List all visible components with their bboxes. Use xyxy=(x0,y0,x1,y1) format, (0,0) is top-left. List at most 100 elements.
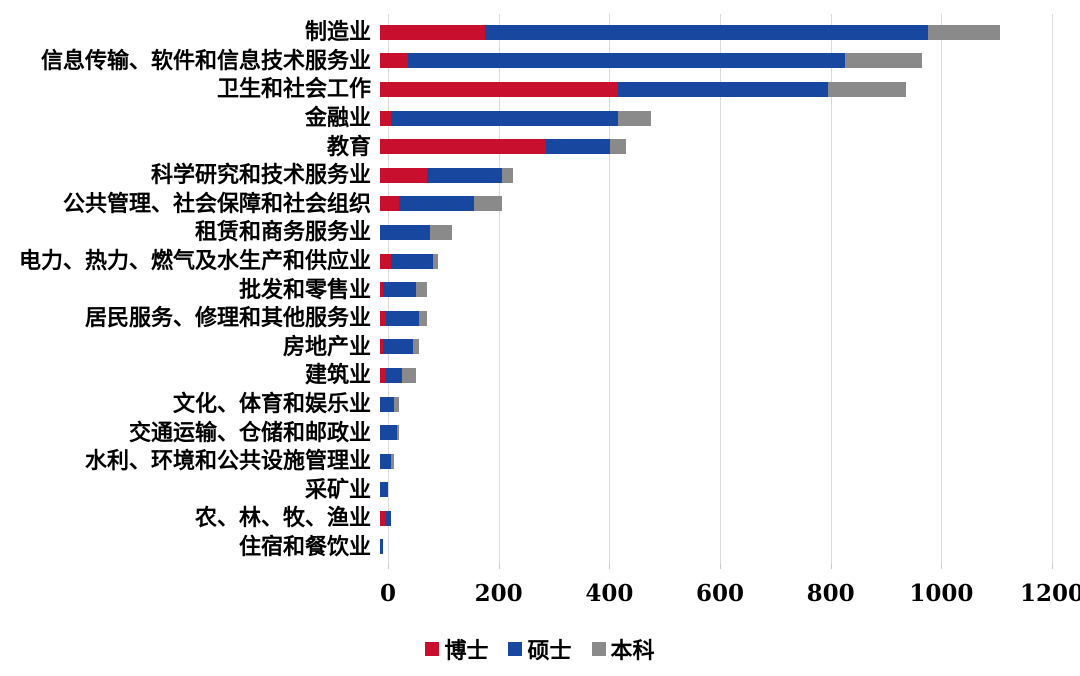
bar-segment-本科 xyxy=(609,139,627,155)
plot-area: 制造业 信息传输、软件和信息技术服务业 卫生和社会工作 金融业 教育 科学研究和技术服务业… xyxy=(0,18,1052,561)
category-label: 房地产业 xyxy=(282,333,371,360)
tickmark xyxy=(498,564,500,569)
bar-track xyxy=(380,510,1044,526)
bar-segment-博士 xyxy=(380,53,408,69)
chart-row: 水利、环境和公共设施管理业 xyxy=(0,447,1052,476)
gridline xyxy=(1052,14,1053,564)
chart-row: 卫生和社会工作 xyxy=(0,75,1052,104)
bar-segment-本科 xyxy=(391,453,394,469)
bar-segment-本科 xyxy=(402,367,416,383)
tickmark xyxy=(941,564,943,569)
bar-segment-硕士 xyxy=(380,396,394,412)
chart-row: 住宿和餐饮业 xyxy=(0,533,1052,562)
category-label: 信息传输、软件和信息技术服务业 xyxy=(40,47,371,74)
category-label: 制造业 xyxy=(304,19,371,46)
tickmark xyxy=(1052,564,1053,569)
bar-segment-本科 xyxy=(432,253,439,269)
bar-segment-硕士 xyxy=(407,53,845,69)
bar-segment-硕士 xyxy=(380,539,383,555)
category-label: 居民服务、修理和其他服务业 xyxy=(84,305,371,332)
bar-segment-博士 xyxy=(380,81,618,97)
category-label: 建筑业 xyxy=(304,362,371,389)
legend: 博士 硕士 本科 xyxy=(0,633,1080,665)
bar-segment-本科 xyxy=(927,24,1000,40)
bar-track xyxy=(380,425,1044,441)
chart-row: 农、林、牧、渔业 xyxy=(0,504,1052,533)
bar-track xyxy=(380,167,1044,183)
bar-track xyxy=(380,196,1044,212)
x-axis-tick-label: 400 xyxy=(585,580,634,607)
chart-row: 租赁和商务服务业 xyxy=(0,218,1052,247)
gridline xyxy=(830,14,832,564)
bar-segment-本科 xyxy=(828,81,906,97)
bar-segment-硕士 xyxy=(380,453,392,469)
category-label: 文化、体育和娱乐业 xyxy=(172,391,371,418)
bar-segment-硕士 xyxy=(382,282,416,298)
bar-segment-博士 xyxy=(380,24,486,40)
tickmark xyxy=(720,564,721,569)
chart-row: 制造业 xyxy=(0,18,1052,47)
bar-segment-本科 xyxy=(429,224,452,240)
bar-track xyxy=(380,81,1044,97)
chart-row: 金融业 xyxy=(0,104,1052,133)
bar-segment-硕士 xyxy=(382,339,414,355)
bar-segment-博士 xyxy=(380,339,383,355)
bar-segment-博士 xyxy=(380,167,428,183)
category-label: 卫生和社会工作 xyxy=(216,76,371,103)
bar-track xyxy=(380,224,1044,240)
bar-segment-博士 xyxy=(380,110,392,126)
bar-segment-博士 xyxy=(380,282,383,298)
category-label: 金融业 xyxy=(304,105,371,132)
chart-row: 文化、体育和娱乐业 xyxy=(0,390,1052,419)
x-axis-tick-label: 1200 xyxy=(1019,580,1080,607)
bar-track xyxy=(380,139,1044,155)
bar-track xyxy=(380,310,1044,326)
bar-segment-博士 xyxy=(380,253,392,269)
legend-label-bachelor: 本科 xyxy=(610,638,655,664)
legend-label-doctor: 博士 xyxy=(444,638,489,664)
legend-swatch-bachelor-icon xyxy=(591,642,606,656)
chart-row: 交通运输、仓储和邮政业 xyxy=(0,418,1052,447)
chart-row: 科学研究和技术服务业 xyxy=(0,161,1052,190)
x-axis-tick-label: 0 xyxy=(379,580,397,607)
chart-row: 房地产业 xyxy=(0,333,1052,362)
category-label: 农、林、牧、渔业 xyxy=(194,505,371,532)
chart-row: 采矿业 xyxy=(0,476,1052,505)
bar-segment-博士 xyxy=(380,310,386,326)
bar-track xyxy=(380,482,1044,498)
x-axis-tickmarks xyxy=(388,564,1053,569)
bar-track xyxy=(380,24,1044,40)
bar-segment-本科 xyxy=(413,339,419,355)
bar-segment-博士 xyxy=(380,196,400,212)
bar-track xyxy=(380,253,1044,269)
x-axis-labels: 0 200 400 600 800 1000 1200 xyxy=(380,580,1080,610)
bar-track xyxy=(380,339,1044,355)
category-label: 交通运输、仓储和邮政业 xyxy=(128,419,371,446)
x-axis-tick-label: 600 xyxy=(695,580,745,607)
bar-segment-硕士 xyxy=(399,196,475,212)
bar-segment-本科 xyxy=(418,310,428,326)
legend-swatch-doctor-icon xyxy=(425,642,440,656)
bar-segment-本科 xyxy=(415,282,428,298)
bar-track xyxy=(380,396,1044,412)
x-axis-tick-label: 800 xyxy=(806,580,855,607)
gridline xyxy=(941,14,943,564)
bar-segment-本科 xyxy=(844,53,923,69)
category-label: 批发和零售业 xyxy=(238,276,371,303)
bar-segment-硕士 xyxy=(385,367,403,383)
bar-segment-硕士 xyxy=(485,24,928,40)
bar-track xyxy=(380,282,1044,298)
bar-segment-博士 xyxy=(380,139,546,155)
tickmark xyxy=(830,564,832,569)
category-label: 住宿和餐饮业 xyxy=(238,533,371,560)
bar-segment-硕士 xyxy=(546,139,610,155)
bar-segment-硕士 xyxy=(391,253,433,269)
x-axis-tick-label: 200 xyxy=(474,580,523,607)
category-label: 租赁和商务服务业 xyxy=(194,219,371,246)
chart-row: 信息传输、软件和信息技术服务业 xyxy=(0,47,1052,76)
bar-segment-硕士 xyxy=(617,81,829,97)
legend-swatch-master-icon xyxy=(508,642,523,656)
chart-row: 建筑业 xyxy=(0,361,1052,390)
category-label: 科学研究和技术服务业 xyxy=(150,162,371,189)
